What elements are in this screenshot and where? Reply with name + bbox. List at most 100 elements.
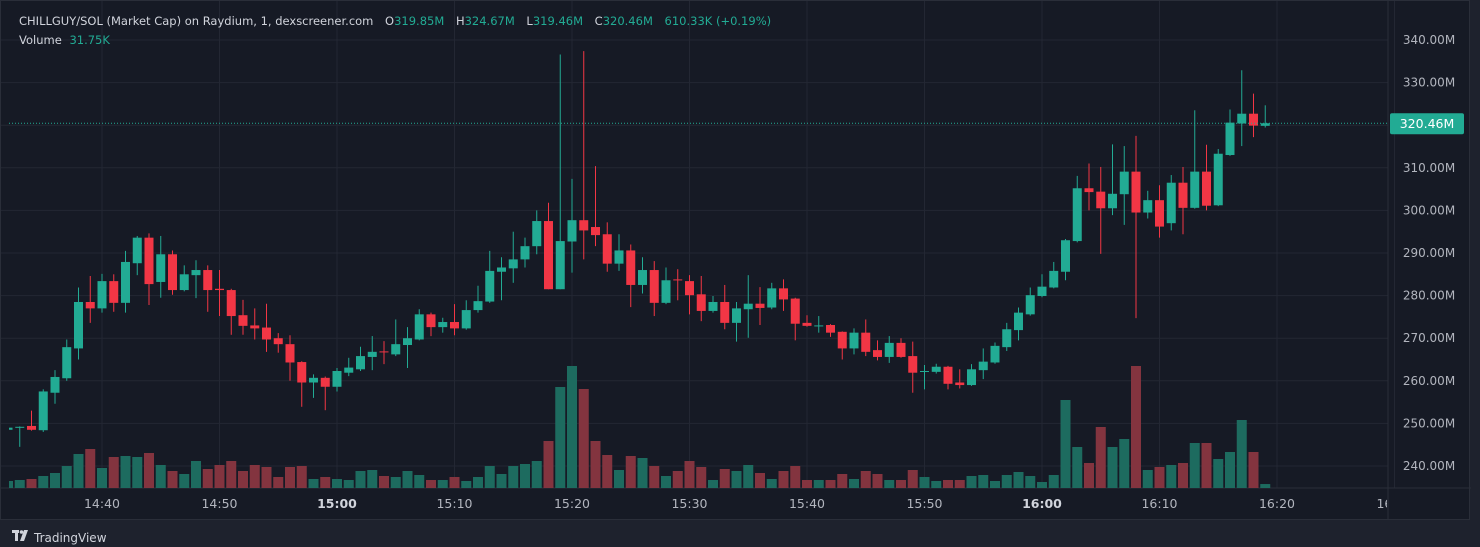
volume-bar	[9, 481, 13, 488]
volume-bar	[132, 457, 143, 488]
volume-bar	[907, 470, 918, 488]
volume-bar	[919, 477, 930, 488]
volume-bar	[1001, 475, 1012, 488]
volume-bar	[1166, 465, 1177, 488]
candle-body	[238, 315, 248, 326]
open-value: 319.85M	[394, 14, 445, 28]
candle-body	[262, 327, 271, 340]
close-value: 320.46M	[602, 14, 653, 28]
candle-body	[861, 332, 871, 352]
candle-body	[1237, 113, 1247, 124]
volume-bar	[884, 480, 895, 488]
candle-body	[673, 279, 683, 281]
candle-body	[497, 267, 506, 272]
candle-body	[908, 356, 918, 373]
volume-bar	[496, 474, 507, 488]
candle-body	[1178, 182, 1188, 208]
volume-bar	[590, 441, 601, 488]
volume-bar	[26, 479, 37, 488]
volume-bar	[531, 461, 542, 488]
candle-body	[1108, 193, 1117, 209]
volume-bar	[649, 466, 660, 488]
volume-bar	[202, 469, 213, 488]
price-axis-label: 310.00M	[1403, 161, 1455, 175]
candle-body	[520, 246, 530, 260]
time-axis-label: 16:20	[1259, 496, 1295, 511]
candle-body	[1249, 113, 1258, 126]
time-axis-label: 15:30	[671, 496, 707, 511]
candle-body	[15, 426, 25, 428]
volume-bar	[50, 473, 60, 488]
candle-body	[849, 332, 859, 349]
candle-body	[931, 366, 941, 372]
candle-body	[708, 301, 718, 311]
volume-bar	[85, 449, 96, 488]
candle-body	[191, 270, 201, 276]
candle-body	[508, 259, 518, 269]
chart-container[interactable]: 340.00M 330.00M 310.00M 300.00M 290.00M 280.0…	[0, 0, 1471, 521]
volume-bar	[1060, 400, 1071, 488]
candle-body	[74, 301, 83, 349]
volume-bar	[802, 480, 812, 488]
low-value: 319.46M	[532, 14, 584, 28]
volume-bar	[461, 481, 472, 488]
candle-body	[414, 314, 424, 340]
candle-body	[602, 234, 612, 264]
volume-bar	[813, 480, 824, 488]
candle-body	[297, 362, 307, 383]
candle-body	[426, 314, 436, 328]
volume-bar	[1189, 443, 1200, 488]
volume-bar	[402, 471, 413, 488]
volume-bar	[943, 480, 953, 488]
series-group	[9, 51, 1271, 488]
volume-bar	[355, 471, 366, 488]
candle-body	[273, 338, 283, 345]
volume-bar	[1119, 439, 1130, 488]
candle-body	[1084, 188, 1094, 193]
volume-bar	[426, 480, 436, 488]
volume-bar	[14, 480, 25, 488]
volume-bar	[625, 456, 636, 488]
tradingview-logo-icon	[12, 530, 30, 545]
volume-bar	[273, 477, 284, 488]
volume-bar	[543, 441, 554, 488]
volume-bar	[437, 480, 448, 488]
volume-bar	[766, 479, 777, 488]
volume-bar	[38, 476, 49, 488]
tradingview-brand: TradingView	[34, 530, 107, 545]
volume-bar	[214, 465, 225, 488]
volume-bar	[520, 464, 530, 488]
candle-body	[27, 425, 36, 430]
volume-bar	[1048, 475, 1059, 488]
candle-body	[1096, 191, 1106, 209]
time-axis-label: 14:50	[201, 496, 237, 511]
candle-body	[344, 367, 354, 373]
candle-body	[649, 270, 659, 303]
volume-label: Volume	[19, 33, 62, 47]
candle-body	[97, 281, 107, 309]
volume-bar	[567, 366, 577, 488]
candle-body	[1061, 240, 1070, 272]
volume-bar	[484, 466, 495, 488]
volume-bar	[555, 387, 566, 488]
volume-bar	[449, 477, 460, 488]
candle-body	[802, 322, 812, 326]
candle-body	[461, 310, 471, 329]
tradingview-attribution[interactable]: TradingView	[12, 530, 107, 545]
volume-bar	[179, 474, 190, 488]
candle-body	[873, 350, 882, 357]
volume-bar	[719, 469, 730, 488]
price-axis-label: 330.00M	[1403, 76, 1455, 90]
candle-body	[379, 351, 389, 353]
candle-body	[955, 382, 965, 386]
candle-body	[732, 308, 741, 323]
candlestick-chart[interactable]: 340.00M 330.00M 310.00M 300.00M 290.00M 280.0…	[1, 1, 1471, 521]
candle-body	[755, 303, 765, 308]
volume-bar	[1201, 443, 1212, 488]
close-label: C	[594, 14, 603, 28]
candle-body	[943, 366, 953, 384]
volume-bar	[1072, 447, 1083, 488]
volume-bar	[931, 481, 942, 488]
volume-bar	[155, 465, 166, 488]
candle-body	[1131, 171, 1141, 213]
